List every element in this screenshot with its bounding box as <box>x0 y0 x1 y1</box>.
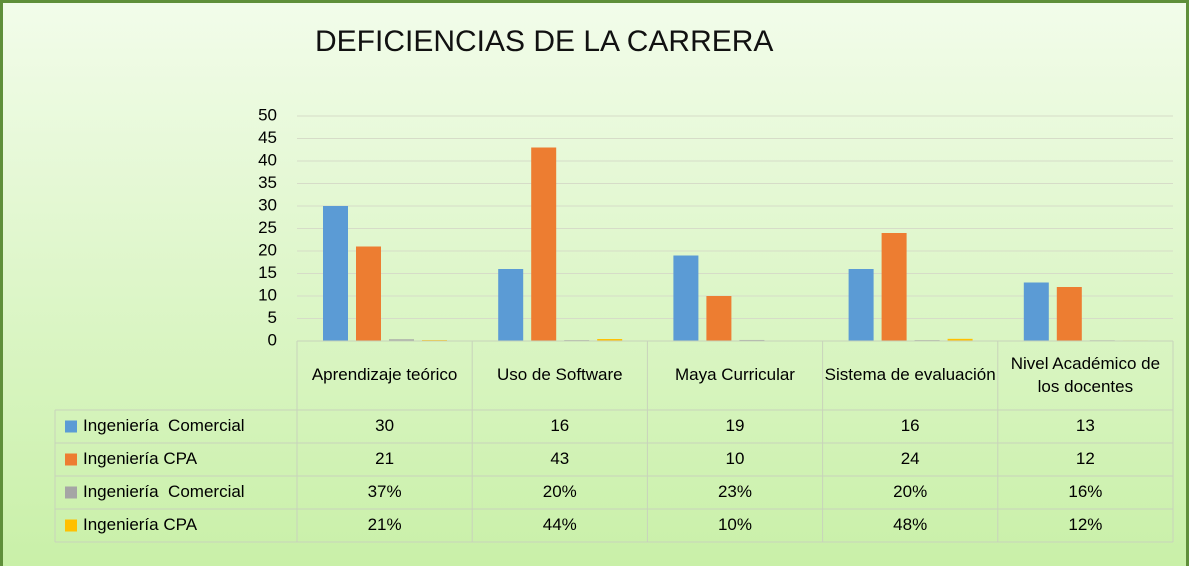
chart-title: DEFICIENCIAS DE LA CARRERA <box>315 25 774 58</box>
bar <box>1056 287 1082 341</box>
legend-label: Ingeniería Comercial <box>83 482 245 502</box>
legend-swatch <box>65 420 77 433</box>
table-cell: 23% <box>717 482 752 502</box>
table-cell: 13 <box>1075 416 1095 436</box>
plot: 0 5 10 15 20 25 30 35 40 45 50 <box>54 105 1174 543</box>
y-tick-label: 30 <box>258 195 277 214</box>
y-tick-label: 35 <box>258 173 277 192</box>
table-cell: 10 <box>725 449 745 469</box>
table-cell: 44% <box>542 515 577 535</box>
bar <box>498 269 524 341</box>
bar <box>356 246 381 341</box>
y-tick-label: 20 <box>258 240 277 259</box>
x-tick-label: Uso de Software <box>496 365 623 385</box>
table-cell: 48% <box>893 515 928 535</box>
table-cell: 16 <box>550 416 570 436</box>
y-tick-label: 45 <box>258 128 277 147</box>
x-tick-label: Aprendizaje teórico <box>311 365 458 385</box>
bar <box>706 296 732 341</box>
bar <box>947 338 973 341</box>
table-cell: 20% <box>542 482 577 502</box>
y-tick-label: 25 <box>258 218 277 237</box>
table-cell: 21% <box>367 515 402 535</box>
table-cell: 12% <box>1068 515 1103 535</box>
table-cell: 16% <box>1068 482 1103 502</box>
bar <box>1023 282 1049 341</box>
x-tick-label: Maya Curricular <box>674 365 795 385</box>
table-cell: 37% <box>367 482 402 502</box>
table-cell: 24 <box>900 449 920 469</box>
table-cell: 12 <box>1075 449 1095 469</box>
x-tick-label: Nivel Académico de los docentes <box>1010 354 1165 396</box>
bar <box>848 269 874 341</box>
bar <box>673 255 699 341</box>
legend-label: Ingeniería CPA <box>83 515 198 535</box>
bar <box>597 339 623 341</box>
table-cell: 20% <box>893 482 928 502</box>
y-tick-label: 5 <box>268 308 277 327</box>
bar <box>323 206 348 341</box>
table-cell: 19 <box>725 416 745 436</box>
table-cell: 21 <box>375 449 395 469</box>
y-tick-label: 40 <box>258 150 277 169</box>
bar <box>739 339 765 341</box>
bar <box>389 339 414 341</box>
x-tick-label: Sistema de evaluación <box>824 365 996 385</box>
table-cell: 43 <box>550 449 570 469</box>
legend-label: Ingeniería CPA <box>83 449 198 469</box>
legend-swatch <box>65 519 77 532</box>
table-cell: 16 <box>900 416 920 436</box>
table-cell: 10% <box>717 515 752 535</box>
bar <box>881 233 907 341</box>
y-tick-label: 10 <box>258 285 277 304</box>
legend-swatch <box>65 453 77 466</box>
y-tick-label: 50 <box>258 105 277 124</box>
legend-swatch <box>65 486 77 499</box>
y-tick-label: 15 <box>258 263 277 282</box>
legend-label: Ingeniería Comercial <box>83 416 245 436</box>
table-cell: 30 <box>375 416 395 436</box>
y-tick-label: 0 <box>268 330 277 349</box>
bar <box>531 147 557 341</box>
